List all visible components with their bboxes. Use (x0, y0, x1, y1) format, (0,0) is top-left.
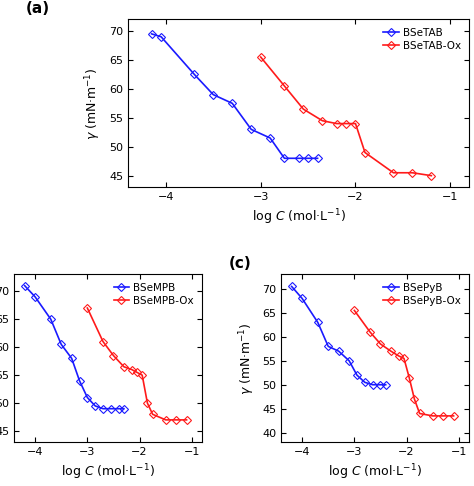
BSeTAB-Ox (282, 83, 287, 89)
BSePyB-Ox (440, 413, 446, 419)
BSeMPB (108, 406, 114, 412)
BSePyB-Ox (406, 375, 412, 381)
BSeMPB (92, 403, 98, 409)
BSeMPB-Ox (145, 400, 150, 406)
Y-axis label: $\gamma$ (mN·m$^{-1}$): $\gamma$ (mN·m$^{-1}$) (237, 322, 257, 395)
BSePyB-Ox (352, 308, 357, 313)
BSeTAB-Ox (301, 106, 306, 112)
BSeMPB-Ox (184, 417, 190, 423)
BSePyB-Ox (430, 413, 436, 419)
BSePyB (325, 344, 331, 349)
BSeMPB (121, 406, 127, 412)
BSeMPB-Ox (129, 366, 135, 372)
BSePyB (378, 382, 383, 388)
BSeTAB-Ox (258, 54, 264, 60)
Text: (c): (c) (228, 256, 251, 271)
BSePyB-Ox (451, 413, 456, 419)
BSeMPB-Ox (121, 364, 127, 370)
BSeTAB (296, 156, 301, 161)
Legend: BSePyB, BSePyB-Ox: BSePyB, BSePyB-Ox (380, 279, 464, 309)
BSePyB-Ox (378, 341, 383, 347)
BSeTAB-Ox (319, 118, 325, 123)
Line: BSeMPB-Ox: BSeMPB-Ox (84, 305, 190, 423)
X-axis label: log $\mathit{C}$ (mol·L$^{-1}$): log $\mathit{C}$ (mol·L$^{-1}$) (252, 208, 346, 227)
Line: BSePyB-Ox: BSePyB-Ox (351, 307, 457, 419)
BSePyB (370, 382, 375, 388)
BSeTAB-Ox (362, 150, 368, 156)
BSePyB (362, 380, 368, 385)
BSeMPB-Ox (84, 305, 90, 311)
BSePyB (346, 358, 352, 364)
Line: BSeMPB: BSeMPB (21, 282, 127, 412)
BSeTAB (315, 156, 320, 161)
BSeMPB-Ox (163, 417, 169, 423)
BSeMPB (22, 283, 27, 289)
BSePyB-Ox (411, 396, 417, 402)
BSeMPB (69, 355, 74, 361)
BSeMPB (32, 294, 38, 300)
Line: BSeTAB-Ox: BSeTAB-Ox (257, 54, 435, 179)
BSeMPB-Ox (100, 339, 106, 345)
X-axis label: log $\mathit{C}$ (mol·L$^{-1}$): log $\mathit{C}$ (mol·L$^{-1}$) (328, 463, 422, 482)
BSePyB (299, 295, 305, 301)
BSeMPB (84, 395, 90, 400)
BSePyB (289, 283, 294, 289)
BSeTAB-Ox (353, 121, 358, 126)
Legend: BSeMPB, BSeMPB-Ox: BSeMPB, BSeMPB-Ox (110, 279, 197, 309)
BSeMPB-Ox (134, 369, 140, 375)
BSeTAB-Ox (343, 121, 349, 126)
Legend: BSeTAB, BSeTAB-Ox: BSeTAB, BSeTAB-Ox (380, 25, 464, 54)
BSeMPB (77, 378, 82, 383)
BSeTAB (248, 126, 254, 132)
BSeTAB-Ox (334, 121, 339, 126)
BSePyB (354, 372, 360, 378)
BSePyB-Ox (388, 348, 394, 354)
BSeTAB (210, 92, 216, 98)
BSePyB (336, 348, 342, 354)
BSeTAB-Ox (428, 173, 434, 178)
X-axis label: log $\mathit{C}$ (mol·L$^{-1}$): log $\mathit{C}$ (mol·L$^{-1}$) (61, 463, 155, 482)
BSeMPB-Ox (173, 417, 179, 423)
BSeTAB (191, 71, 197, 77)
BSeTAB-Ox (410, 170, 415, 175)
BSeMPB-Ox (139, 372, 145, 378)
BSeTAB (282, 156, 287, 161)
BSeTAB (229, 101, 235, 106)
Y-axis label: $\gamma$ (mN·m$^{-1}$): $\gamma$ (mN·m$^{-1}$) (84, 67, 103, 139)
Line: BSePyB: BSePyB (289, 283, 389, 388)
BSePyB-Ox (396, 353, 401, 359)
BSePyB-Ox (401, 355, 407, 361)
BSeTAB (305, 156, 311, 161)
BSeMPB-Ox (110, 353, 116, 359)
BSeTAB-Ox (391, 170, 396, 175)
BSeTAB (149, 31, 155, 37)
Text: (a): (a) (26, 1, 50, 16)
BSeMPB-Ox (150, 411, 155, 417)
BSeMPB (100, 406, 106, 412)
BSeMPB (58, 342, 64, 347)
BSePyB (315, 319, 320, 325)
BSePyB-Ox (417, 411, 422, 417)
BSeMPB (116, 406, 121, 412)
BSeTAB (158, 34, 164, 40)
Line: BSeTAB: BSeTAB (148, 31, 321, 161)
BSeMPB (48, 316, 54, 322)
BSeTAB (267, 135, 273, 141)
BSePyB-Ox (367, 329, 373, 335)
BSePyB (383, 382, 389, 388)
